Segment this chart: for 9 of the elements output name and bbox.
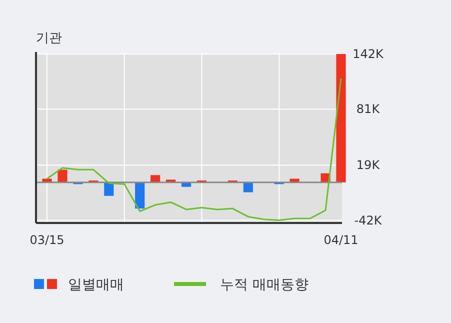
- y-tick-label: 81K: [356, 102, 381, 116]
- chart-title: 기관: [36, 31, 62, 46]
- x-tick-label: 04/11: [324, 233, 358, 247]
- y-tick-label: 142K: [352, 47, 385, 61]
- legend-label: 누적 매매동향: [220, 277, 308, 293]
- y-tick-label: 19K: [356, 158, 381, 172]
- legend-label: 일별매매: [68, 277, 124, 293]
- x-tick-label: 03/15: [30, 233, 64, 247]
- y-tick-label: -42K: [354, 213, 383, 228]
